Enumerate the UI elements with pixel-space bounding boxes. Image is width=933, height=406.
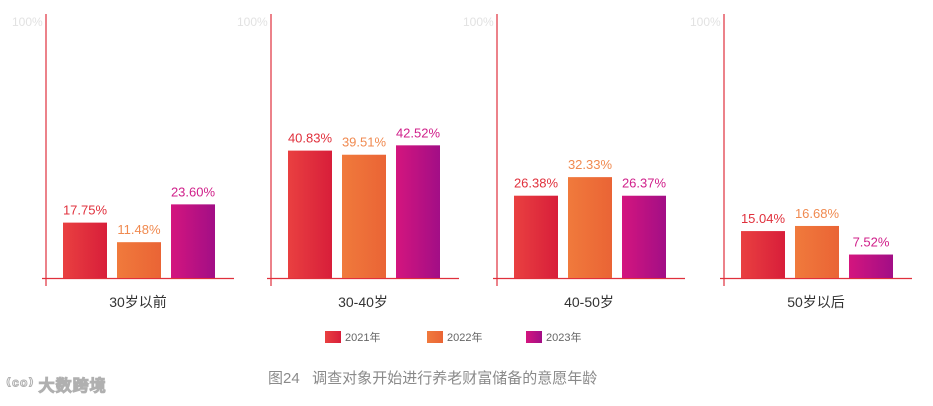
chart-panel: 100% 40.83% 39.51% 42.52% 30-40岁 bbox=[237, 14, 459, 310]
watermark-logo-icon: ⁽ᶜᵒ⁾ bbox=[6, 375, 35, 396]
figure-caption: 图24 调查对象开始进行养老财富储备的意愿年龄 bbox=[268, 370, 598, 387]
bar bbox=[396, 145, 440, 278]
data-label: 32.33% bbox=[568, 157, 613, 172]
legend-label: 2021年 bbox=[345, 330, 380, 344]
chart-panel: 100% 15.04% 16.68% 7.52% 50岁以后 bbox=[690, 14, 912, 310]
legend-swatch bbox=[526, 331, 542, 343]
data-label: 15.04% bbox=[741, 211, 786, 226]
legend-label: 2023年 bbox=[546, 330, 581, 344]
y-max-label: 100% bbox=[12, 15, 43, 29]
bar bbox=[63, 222, 107, 278]
bar bbox=[741, 231, 785, 278]
watermark-text: 大数跨境 bbox=[38, 378, 107, 396]
data-label: 16.68% bbox=[795, 206, 840, 221]
bar bbox=[795, 225, 839, 278]
bar bbox=[117, 242, 161, 278]
y-max-label: 100% bbox=[237, 15, 268, 29]
legend-swatch bbox=[325, 331, 341, 343]
category-label: 50岁以后 bbox=[787, 294, 845, 310]
y-max-label: 100% bbox=[690, 15, 721, 29]
legend-swatch bbox=[427, 331, 443, 343]
data-label: 42.52% bbox=[396, 125, 441, 140]
bar bbox=[171, 204, 215, 278]
y-max-label: 100% bbox=[463, 15, 494, 29]
bar bbox=[622, 195, 666, 278]
bar bbox=[342, 154, 386, 278]
category-label: 30岁以前 bbox=[109, 294, 167, 310]
bar bbox=[849, 254, 893, 278]
chart-panel: 100% 17.75% 11.48% 23.60% 30岁以前 bbox=[12, 14, 234, 310]
legend-label: 2022年 bbox=[447, 330, 482, 344]
data-label: 26.38% bbox=[514, 176, 559, 191]
bar bbox=[568, 177, 612, 278]
bar bbox=[514, 195, 558, 278]
category-label: 30-40岁 bbox=[338, 294, 388, 310]
bar bbox=[288, 150, 332, 278]
data-label: 26.37% bbox=[622, 176, 667, 191]
data-label: 40.83% bbox=[288, 131, 333, 146]
chart-panel: 100% 26.38% 32.33% 26.37% 40-50岁 bbox=[463, 14, 685, 310]
data-label: 23.60% bbox=[171, 184, 216, 199]
category-label: 40-50岁 bbox=[564, 294, 614, 310]
data-label: 7.52% bbox=[853, 235, 890, 250]
legend: 2021年 2022年 2023年 bbox=[325, 330, 581, 344]
watermark: ⁽ᶜᵒ⁾ 大数跨境 bbox=[6, 372, 107, 396]
data-label: 39.51% bbox=[342, 135, 387, 150]
data-label: 17.75% bbox=[63, 203, 108, 218]
data-label: 11.48% bbox=[117, 222, 161, 237]
